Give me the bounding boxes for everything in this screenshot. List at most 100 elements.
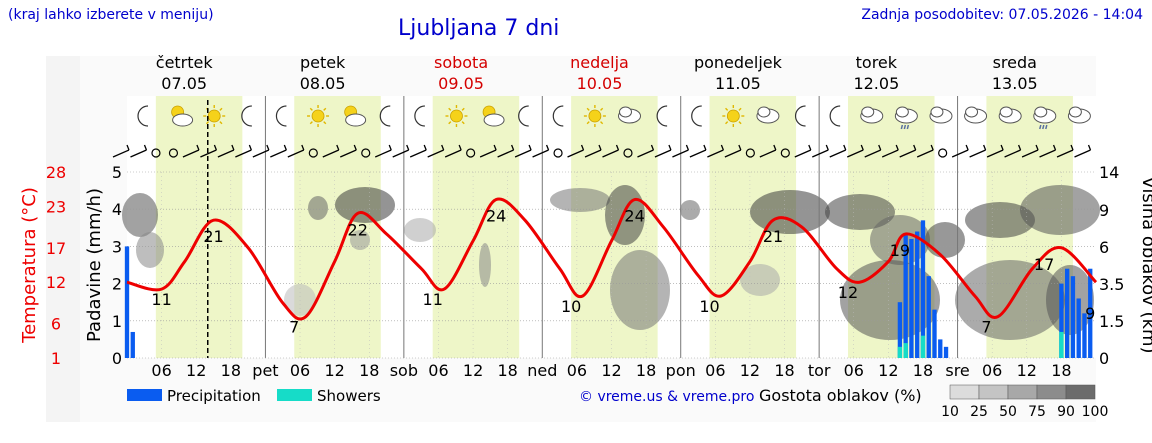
- day-name: četrtek: [156, 53, 214, 72]
- precipitation-bar: [926, 276, 931, 358]
- wind-symbol: [497, 144, 515, 158]
- wind-symbol: [532, 144, 550, 158]
- rain-cloud-icon: [1033, 106, 1057, 130]
- day-name: nedelja: [570, 53, 629, 72]
- cloud-density-level: 10: [941, 404, 959, 420]
- wind-symbol: [881, 144, 899, 158]
- precipitation-bar: [1059, 283, 1064, 358]
- sun-cloud-icon: [344, 105, 367, 127]
- cloud-height-tick-label: 9: [1099, 201, 1109, 220]
- moon-icon: [518, 105, 529, 127]
- showers-bar: [897, 346, 903, 358]
- wind-symbol: [745, 148, 755, 158]
- temperature-label: 21: [203, 227, 223, 246]
- cloud-density-area: [136, 232, 164, 268]
- moon-icon: [691, 105, 702, 127]
- moon-icon: [794, 105, 806, 127]
- wind-symbol: [235, 144, 252, 158]
- day-abbr-label: tor: [808, 361, 831, 380]
- cloud-density-swatch: [1036, 384, 1067, 400]
- day-name: ponedeljek: [694, 53, 783, 72]
- hour-tick-label: 12: [463, 361, 483, 380]
- cloud-height-tick-label: 1.5: [1099, 312, 1124, 331]
- precipitation-bar: [943, 346, 949, 358]
- menu-hint: (kraj lahko izberete v meniju): [8, 7, 214, 23]
- showers-bar: [903, 343, 908, 358]
- hour-tick-label: 12: [1017, 361, 1037, 380]
- precipitation-bar: [938, 339, 943, 358]
- wind-symbol: [794, 144, 812, 158]
- precipitation-bar: [1082, 313, 1087, 358]
- wind-symbol: [623, 148, 633, 158]
- cloud-density-level: 25: [970, 404, 988, 420]
- cloud-icon: [756, 106, 780, 124]
- cloud-density-area: [1046, 265, 1094, 335]
- credit-text: © vreme.us & vreme.pro: [579, 389, 754, 405]
- temperature-label: 12: [838, 283, 858, 302]
- wind-symbol: [829, 144, 847, 158]
- precipitation-bar: [920, 220, 926, 358]
- left-panel: [46, 56, 80, 422]
- day-date: 08.05: [300, 74, 346, 93]
- rain-cloud-icon: [894, 106, 918, 130]
- temperature-label: 11: [423, 290, 443, 309]
- wind-symbol: [217, 144, 235, 158]
- day-abbr-label: pet: [252, 361, 278, 380]
- day-abbr-label: sre: [945, 361, 969, 380]
- wind-symbol: [724, 144, 742, 158]
- wind-symbol: [151, 148, 161, 158]
- cloud-density-area: [925, 222, 965, 258]
- wind-symbol: [112, 144, 130, 158]
- day-name: sreda: [993, 53, 1037, 72]
- wind-symbol: [514, 144, 532, 158]
- hour-tick-label: 12: [324, 361, 344, 380]
- precip-tick-label: 2: [112, 275, 122, 294]
- cloud-density-swatch: [1007, 384, 1038, 400]
- temperature-label: 9: [1085, 304, 1095, 323]
- wind-symbol: [916, 144, 934, 158]
- temperature-label: 21: [763, 227, 783, 246]
- hour-tick-label: 06: [428, 361, 448, 380]
- hour-tick-label: 18: [1051, 361, 1071, 380]
- cloud-density-legend-title: Gostota oblakov (%): [759, 386, 922, 405]
- temperature-line: [126, 197, 1098, 321]
- wind-symbol: [270, 144, 287, 158]
- moon-icon: [656, 105, 668, 127]
- daytime-band: [432, 96, 520, 358]
- hour-tick-label: 18: [774, 361, 794, 380]
- precipitation-bar: [124, 246, 130, 358]
- hour-tick-label: 12: [601, 361, 621, 380]
- cloud-height-axis-label: Višina oblakov (km): [1138, 176, 1152, 353]
- wind-symbol: [864, 144, 882, 158]
- wind-symbol: [553, 148, 563, 158]
- wind-symbol: [637, 144, 655, 158]
- wind-symbol: [340, 144, 357, 158]
- temp-tick-label: 6: [51, 315, 61, 334]
- wind-symbol: [168, 148, 179, 158]
- hour-tick-label: 06: [151, 361, 171, 380]
- temperature-label: 17: [1034, 255, 1054, 274]
- wind-symbol: [654, 144, 672, 158]
- wind-symbol: [672, 144, 690, 158]
- wind-symbol: [287, 144, 305, 158]
- moon-icon: [275, 105, 287, 127]
- chart-title: Ljubljana 7 dni: [398, 16, 560, 41]
- precipitation-bar: [1070, 276, 1076, 358]
- day-date: 11.05: [715, 74, 761, 93]
- wind-symbol: [1056, 144, 1074, 158]
- sun-cloud-icon: [171, 105, 194, 127]
- cloud-height-tick-label: 14: [1099, 163, 1119, 182]
- precipitation-bar: [130, 331, 135, 358]
- cloud-density-level: 100: [1082, 404, 1109, 420]
- precip-tick-label: 1: [112, 312, 122, 331]
- wind-symbol: [322, 144, 340, 158]
- day-date: 13.05: [992, 74, 1038, 93]
- moon-icon: [379, 105, 391, 127]
- day-abbr-label: pon: [666, 361, 696, 380]
- wind-symbol: [986, 144, 1004, 158]
- precipitation-legend-swatch: [127, 389, 162, 401]
- cloud-density-swatch: [1065, 384, 1096, 400]
- precipitation-bar: [1076, 298, 1081, 358]
- wind-symbol: [846, 144, 864, 158]
- wind-symbol: [374, 144, 392, 158]
